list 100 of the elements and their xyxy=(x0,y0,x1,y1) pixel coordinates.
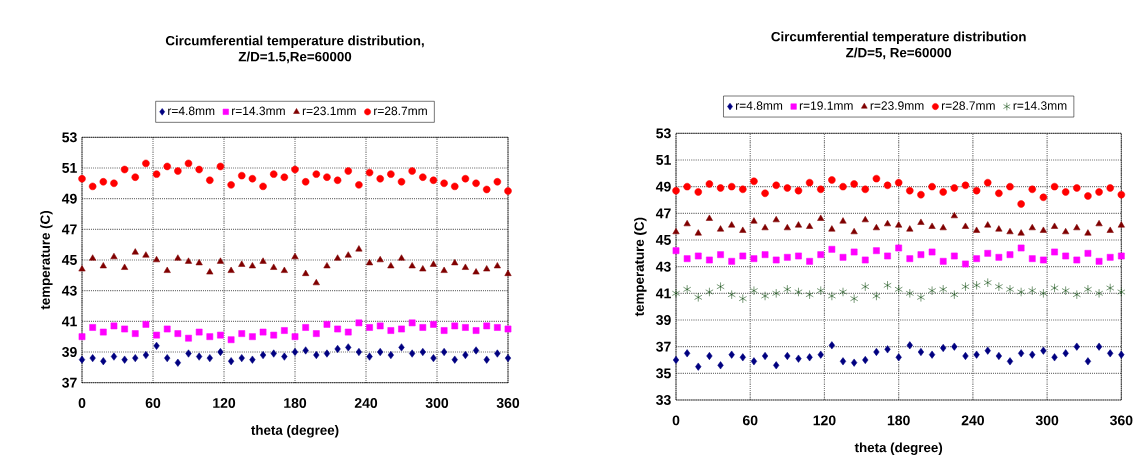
point xyxy=(861,185,870,194)
point xyxy=(1062,349,1069,358)
point xyxy=(850,248,858,256)
point xyxy=(917,191,925,199)
point xyxy=(861,256,869,264)
point xyxy=(806,222,814,229)
point xyxy=(839,287,847,297)
point xyxy=(408,262,416,269)
point xyxy=(906,225,914,232)
point xyxy=(1118,350,1125,359)
point xyxy=(1106,184,1114,192)
point xyxy=(483,355,490,364)
point xyxy=(121,325,128,333)
chart-title: Circumferential temperature distribution, xyxy=(165,35,424,49)
point xyxy=(280,173,289,182)
point xyxy=(761,251,769,259)
x-axis-title: theta (degree) xyxy=(251,425,339,438)
point xyxy=(817,214,825,221)
point xyxy=(270,263,278,270)
point xyxy=(451,355,458,364)
point xyxy=(750,177,758,186)
point xyxy=(1073,184,1081,192)
point xyxy=(1061,286,1070,296)
point xyxy=(1095,288,1104,299)
point xyxy=(783,184,792,192)
point xyxy=(78,333,86,341)
point xyxy=(280,266,288,274)
point xyxy=(1051,353,1058,362)
point xyxy=(249,355,256,364)
point xyxy=(451,322,459,330)
point xyxy=(387,262,395,269)
point xyxy=(206,176,214,185)
point xyxy=(397,178,406,186)
point xyxy=(131,248,139,255)
point xyxy=(281,352,288,361)
legend-label: r=23.1mm xyxy=(302,106,356,116)
point xyxy=(345,343,352,352)
point xyxy=(973,255,980,263)
point xyxy=(344,328,352,336)
point xyxy=(451,182,459,191)
point xyxy=(291,348,299,357)
point xyxy=(717,251,724,259)
y-tick-label: 33 xyxy=(656,395,671,406)
point xyxy=(1029,350,1036,359)
point xyxy=(817,185,825,194)
point xyxy=(110,352,118,361)
point xyxy=(940,344,947,353)
point xyxy=(461,175,470,183)
point xyxy=(939,224,947,231)
point xyxy=(1040,256,1047,264)
point xyxy=(862,356,869,365)
point xyxy=(916,292,925,303)
point xyxy=(1039,193,1048,202)
point xyxy=(216,257,224,264)
point xyxy=(270,349,277,358)
x-tick-label: 360 xyxy=(496,398,520,409)
point xyxy=(972,187,981,195)
point xyxy=(366,352,373,361)
point xyxy=(928,286,937,296)
point xyxy=(850,228,858,235)
point xyxy=(323,262,331,269)
point xyxy=(291,333,299,341)
x-tick-label: 240 xyxy=(354,398,378,409)
point xyxy=(1073,224,1081,231)
point xyxy=(772,181,780,190)
point xyxy=(472,346,480,355)
point xyxy=(216,162,225,171)
point xyxy=(99,262,107,269)
point xyxy=(1095,188,1103,196)
point xyxy=(950,184,959,192)
point xyxy=(472,179,480,188)
point xyxy=(206,354,213,363)
point xyxy=(195,259,203,266)
x-tick-label: 180 xyxy=(887,415,910,426)
point xyxy=(961,181,970,190)
point xyxy=(366,324,373,331)
point xyxy=(962,352,969,361)
point xyxy=(839,217,847,224)
point xyxy=(861,216,869,223)
point xyxy=(783,284,792,295)
point xyxy=(995,225,1003,232)
point xyxy=(99,178,108,186)
point xyxy=(493,178,502,186)
point xyxy=(939,284,948,295)
point xyxy=(1051,222,1059,229)
point xyxy=(695,362,702,371)
point xyxy=(883,181,892,190)
point xyxy=(99,328,107,336)
y-tick-label: 37 xyxy=(62,377,77,388)
point xyxy=(873,247,880,255)
point xyxy=(312,330,320,338)
point xyxy=(817,251,825,259)
point xyxy=(995,352,1002,361)
point xyxy=(794,221,802,228)
point xyxy=(727,183,736,191)
point xyxy=(174,254,182,261)
point xyxy=(408,167,416,175)
point xyxy=(323,173,331,182)
point xyxy=(984,221,992,228)
point xyxy=(884,220,892,227)
